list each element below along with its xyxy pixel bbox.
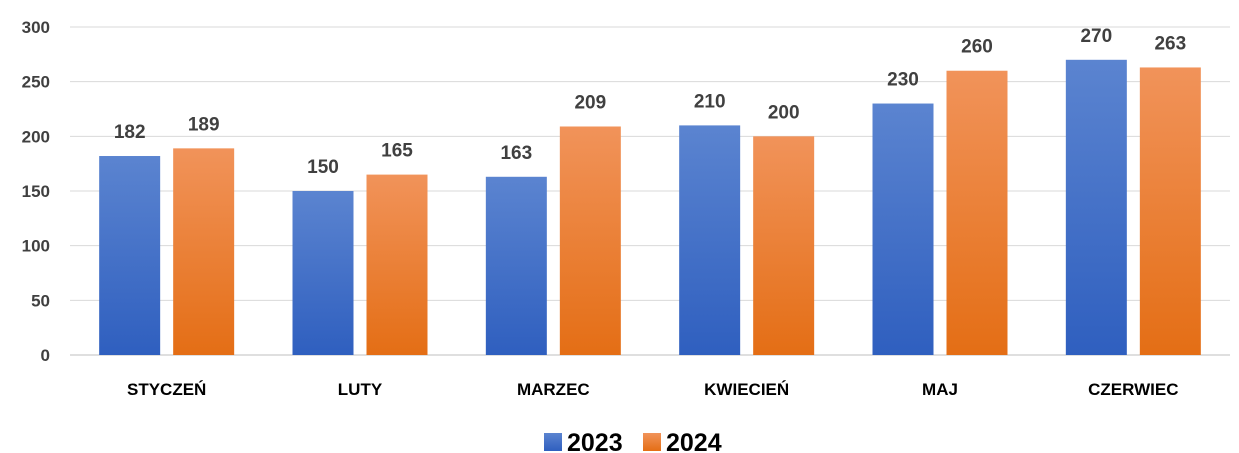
y-tick-label: 250 [22,73,50,92]
bar-2024-0 [173,148,235,355]
legend-label: 2023 [567,429,623,453]
x-tick-label: MAJ [922,380,958,399]
bar-2023-0 [99,156,161,355]
data-label: 270 [1080,26,1112,47]
gridlines [70,26,1230,301]
data-label: 230 [887,70,919,91]
x-axis: STYCZEŃ LUTY MARZEC KWIECIEŃ MAJ CZERWIEC [127,380,1179,399]
y-tick-label: 100 [22,237,50,256]
bar-2024-3 [753,136,815,355]
y-tick-label: 50 [31,291,50,310]
data-label: 189 [188,114,220,135]
bar-2024-2 [559,126,621,355]
data-label: 165 [381,141,413,162]
x-tick-label: MARZEC [517,380,590,399]
x-tick-label: CZERWIEC [1088,380,1178,399]
bars: 182 189 150 165 163 209 210 200 230 260 270 263 [99,26,1201,356]
legend-swatch-2023 [544,433,562,451]
y-tick-label: 0 [41,346,50,365]
x-tick-label: KWIECIEŃ [704,380,789,399]
bar-2024-1 [366,174,428,355]
legend: 2023 2024 [544,429,722,453]
legend-swatch-2024 [643,433,661,451]
bar-2024-4 [946,70,1008,355]
legend-label: 2024 [666,429,722,453]
bar-2023-1 [292,191,354,355]
y-tick-label: 200 [22,127,50,146]
bar-2024-5 [1139,67,1201,355]
y-tick-label: 300 [22,18,50,37]
data-label: 150 [307,157,339,178]
data-label: 182 [114,122,146,143]
data-label: 209 [574,92,606,113]
y-tick-label: 150 [22,182,50,201]
data-label: 163 [500,143,532,164]
x-tick-label: LUTY [338,380,383,399]
data-label: 210 [694,91,726,112]
data-label: 263 [1154,33,1186,54]
y-axis: 0 50 100 150 200 250 300 [22,18,1230,365]
bar-2023-4 [872,103,934,356]
data-label: 200 [768,102,800,123]
bar-2023-2 [485,176,547,355]
x-tick-label: STYCZEŃ [127,380,206,399]
bar-2023-3 [679,125,741,356]
bar-2023-5 [1065,59,1127,356]
data-label: 260 [961,37,993,58]
